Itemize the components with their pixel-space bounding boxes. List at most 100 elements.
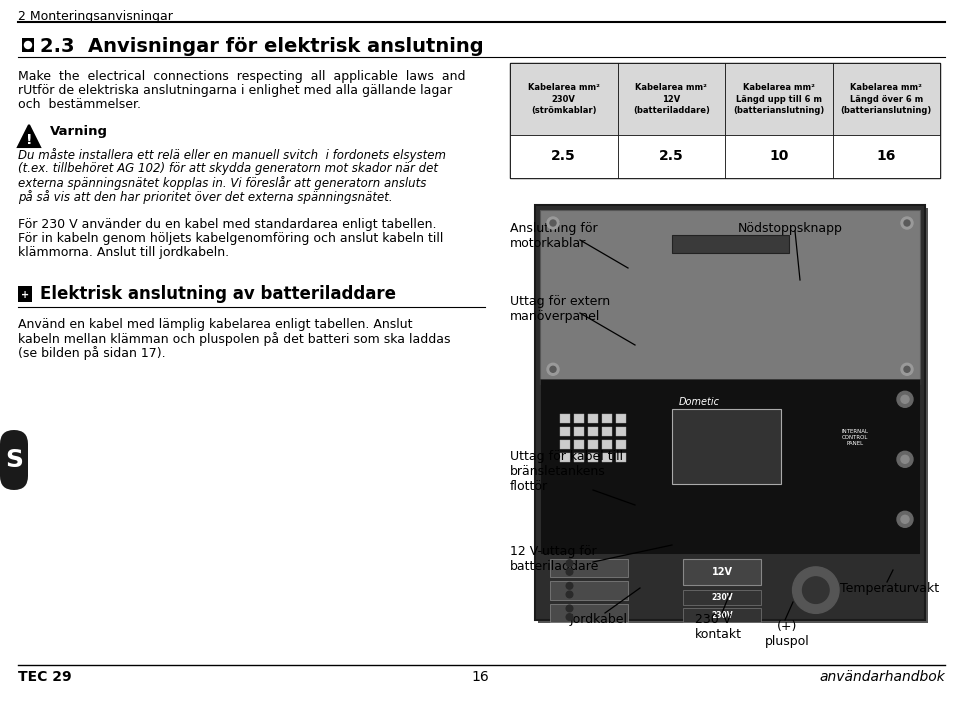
Text: Använd en kabel med lämplig kabelarea enligt tabellen. Anslut: Använd en kabel med lämplig kabelarea en… [18,318,413,331]
Text: (se bilden på sidan 17).: (se bilden på sidan 17). [18,346,166,360]
FancyBboxPatch shape [684,608,761,622]
Text: Make  the  electrical  connections  respecting  all  applicable  laws  and: Make the electrical connections respecti… [18,70,466,83]
FancyBboxPatch shape [684,559,761,585]
FancyBboxPatch shape [560,428,570,436]
FancyBboxPatch shape [510,63,617,135]
FancyBboxPatch shape [574,440,584,449]
FancyBboxPatch shape [588,454,598,462]
Circle shape [547,363,559,375]
Polygon shape [18,125,40,147]
FancyBboxPatch shape [588,414,598,423]
Text: Anslutning för
motorkablar: Anslutning för motorkablar [510,222,598,250]
FancyBboxPatch shape [574,428,584,436]
Text: 16: 16 [876,149,896,163]
Text: Kabelarea mm²
12V
(batteriladdare): Kabelarea mm² 12V (batteriladdare) [633,83,709,114]
Text: 12V: 12V [711,567,732,577]
Circle shape [550,220,556,226]
Circle shape [904,367,910,372]
FancyBboxPatch shape [602,440,612,449]
Circle shape [550,367,556,372]
Circle shape [904,220,910,226]
Circle shape [566,614,573,620]
Circle shape [566,560,573,566]
Text: +: + [21,290,29,300]
Text: 230 V
kontakt: 230 V kontakt [695,613,742,641]
Text: 12 V-uttag för
batteriladdare: 12 V-uttag för batteriladdare [510,545,599,573]
FancyBboxPatch shape [550,559,628,577]
Text: Jordkabel: Jordkabel [570,613,628,626]
Text: 2.5: 2.5 [659,149,684,163]
Text: För in kabeln genom höljets kabelgenomföring och anslut kabeln till: För in kabeln genom höljets kabelgenomfö… [18,232,444,245]
Circle shape [566,605,573,612]
Circle shape [793,567,839,613]
FancyBboxPatch shape [671,235,788,253]
FancyBboxPatch shape [671,409,780,484]
Text: 16: 16 [471,670,489,684]
Text: 10: 10 [769,149,788,163]
FancyBboxPatch shape [602,454,612,462]
Circle shape [25,41,32,48]
Text: !: ! [26,133,33,147]
FancyBboxPatch shape [510,135,617,178]
FancyBboxPatch shape [588,428,598,436]
Circle shape [547,217,559,229]
FancyBboxPatch shape [550,604,628,622]
FancyBboxPatch shape [602,414,612,423]
FancyBboxPatch shape [574,414,584,423]
Text: Dometic: Dometic [679,397,719,407]
FancyBboxPatch shape [560,440,570,449]
FancyBboxPatch shape [617,63,725,135]
FancyBboxPatch shape [0,430,28,490]
FancyBboxPatch shape [574,454,584,462]
Text: 230V: 230V [711,611,733,620]
Circle shape [566,591,573,598]
Text: Du måste installera ett relä eller en manuell svitch  i fordonets elsystem: Du måste installera ett relä eller en ma… [18,148,446,162]
Text: 2.3  Anvisningar för elektrisk anslutning: 2.3 Anvisningar för elektrisk anslutning [40,37,484,56]
Circle shape [566,569,573,576]
FancyBboxPatch shape [602,428,612,436]
FancyBboxPatch shape [560,414,570,423]
Text: INTERNAL
CONTROL
PANEL: INTERNAL CONTROL PANEL [841,429,868,446]
Circle shape [803,577,829,604]
Text: För 230 V använder du en kabel med standardarea enligt tabellen.: För 230 V använder du en kabel med stand… [18,218,437,231]
Text: Kabelarea mm²
Längd över 6 m
(batterianslutning): Kabelarea mm² Längd över 6 m (batterians… [841,83,932,114]
FancyBboxPatch shape [725,135,832,178]
FancyBboxPatch shape [538,208,928,623]
FancyBboxPatch shape [832,135,940,178]
Circle shape [901,217,913,229]
Text: användarhandbok: användarhandbok [819,670,945,684]
Circle shape [897,511,913,527]
FancyBboxPatch shape [616,414,626,423]
FancyBboxPatch shape [684,590,761,605]
Text: Nödstoppsknapp: Nödstoppsknapp [738,222,843,235]
FancyBboxPatch shape [616,428,626,436]
FancyBboxPatch shape [550,581,628,600]
Text: (t.ex. tillbehöret AG 102) för att skydda generatorn mot skador när det: (t.ex. tillbehöret AG 102) för att skydd… [18,162,438,175]
Text: Varning: Varning [50,125,108,138]
Text: Temperaturvakt: Temperaturvakt [840,582,939,595]
Circle shape [901,363,913,375]
Text: Uttag för extern
manöverpanel: Uttag för extern manöverpanel [510,295,611,323]
Circle shape [897,391,913,407]
FancyBboxPatch shape [725,63,832,135]
Text: och  bestämmelser.: och bestämmelser. [18,98,141,111]
Circle shape [566,583,573,589]
FancyBboxPatch shape [617,135,725,178]
FancyBboxPatch shape [616,454,626,462]
FancyBboxPatch shape [535,205,925,620]
Text: 230V: 230V [711,593,733,602]
Text: på så vis att den har prioritet över det externa spänningsnätet.: på så vis att den har prioritet över det… [18,190,393,204]
Text: S: S [5,448,23,472]
Text: 2.5: 2.5 [551,149,576,163]
Circle shape [897,451,913,468]
Text: externa spänningsnätet kopplas in. Vi föreslår att generatorn ansluts: externa spänningsnätet kopplas in. Vi fö… [18,176,426,190]
Text: Kabelarea mm²
230V
(strömkablar): Kabelarea mm² 230V (strömkablar) [528,83,600,114]
Text: TEC 29: TEC 29 [18,670,72,684]
FancyBboxPatch shape [588,440,598,449]
FancyBboxPatch shape [510,63,940,178]
Circle shape [901,395,909,403]
Text: kabeln mellan klämman och pluspolen på det batteri som ska laddas: kabeln mellan klämman och pluspolen på d… [18,332,450,346]
Text: klämmorna. Anslut till jordkabeln.: klämmorna. Anslut till jordkabeln. [18,246,229,259]
Circle shape [901,456,909,463]
Circle shape [901,515,909,524]
